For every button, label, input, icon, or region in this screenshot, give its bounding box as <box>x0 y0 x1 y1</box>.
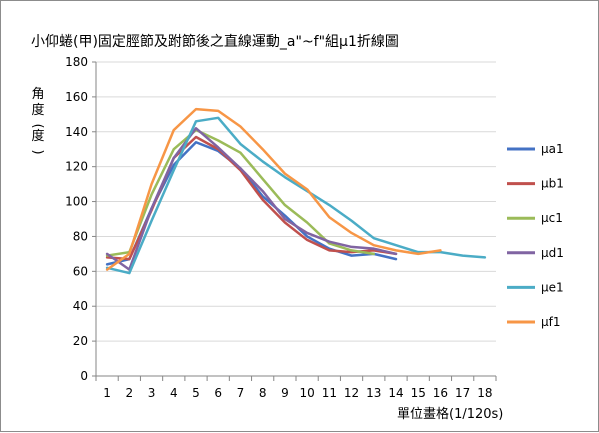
x-tick-label: 4 <box>170 386 178 400</box>
series-line-μe1 <box>105 116 487 275</box>
x-tick-label: 1 <box>103 386 111 400</box>
y-tick-label: 100 <box>65 195 88 209</box>
x-tick-label: 17 <box>455 386 470 400</box>
gridlines: 0 20 40 60 80 100 120 140 160 180 <box>65 55 496 383</box>
legend-label: μf1 <box>541 315 561 329</box>
x-tick-label: 15 <box>411 386 426 400</box>
x-tick-label: 8 <box>259 386 267 400</box>
x-tick-label: 3 <box>148 386 156 400</box>
y-tick-label: 120 <box>65 160 88 174</box>
x-tick-label: 13 <box>366 386 381 400</box>
y-tick-label: 160 <box>65 90 88 104</box>
y-axis-label: 角度(度) <box>30 87 45 155</box>
legend-label: μa1 <box>541 142 564 156</box>
x-tick-label: 9 <box>281 386 289 400</box>
series-line-μd1 <box>105 127 398 271</box>
x-tick-label: 14 <box>388 386 403 400</box>
x-axis-label: 單位畫格(1/120s) <box>397 406 503 422</box>
x-tick-label: 5 <box>192 386 200 400</box>
x-tick-label: 7 <box>237 386 245 400</box>
x-tick-label: 18 <box>477 386 492 400</box>
series-line-μf1 <box>105 107 442 271</box>
y-tick-label: 0 <box>80 369 88 383</box>
y-axis-label-char: ) <box>30 149 45 154</box>
y-axis-label-char: 角 <box>31 87 44 102</box>
y-axis-label-char: 度 <box>31 128 44 144</box>
y-tick-label: 140 <box>65 125 88 139</box>
y-tick-label: 80 <box>73 229 88 243</box>
x-tick-label: 16 <box>433 386 448 400</box>
y-tick-label: 20 <box>73 334 88 348</box>
legend-label: μe1 <box>541 280 564 294</box>
legend-label: μc1 <box>541 211 563 225</box>
x-tick-label: 6 <box>214 386 222 400</box>
legend: μa1 μb1 μc1 μd1 μe1 μf1 <box>507 142 564 329</box>
x-tick-label: 12 <box>344 386 359 400</box>
y-tick-label: 60 <box>73 264 88 278</box>
y-tick-label: 180 <box>65 55 88 69</box>
series-lines <box>105 107 487 275</box>
chart-title: 小仰蜷(甲)固定脛節及跗節後之直線運動_a"~f"組μ1折線圖 <box>31 33 399 50</box>
x-tick-label: 11 <box>322 386 337 400</box>
axes: 1 2 3 4 5 6 7 8 9 10 11 12 13 14 15 16 17 18 <box>92 61 497 400</box>
x-tick-label: 10 <box>299 386 314 400</box>
y-tick-label: 40 <box>73 299 88 313</box>
legend-label: μd1 <box>541 246 564 260</box>
y-axis-label-char: ( <box>30 123 45 128</box>
y-axis-label-char: 度 <box>31 102 44 118</box>
series-line-μc1 <box>105 128 376 257</box>
legend-label: μb1 <box>541 177 564 191</box>
x-tick-label: 2 <box>126 386 134 400</box>
